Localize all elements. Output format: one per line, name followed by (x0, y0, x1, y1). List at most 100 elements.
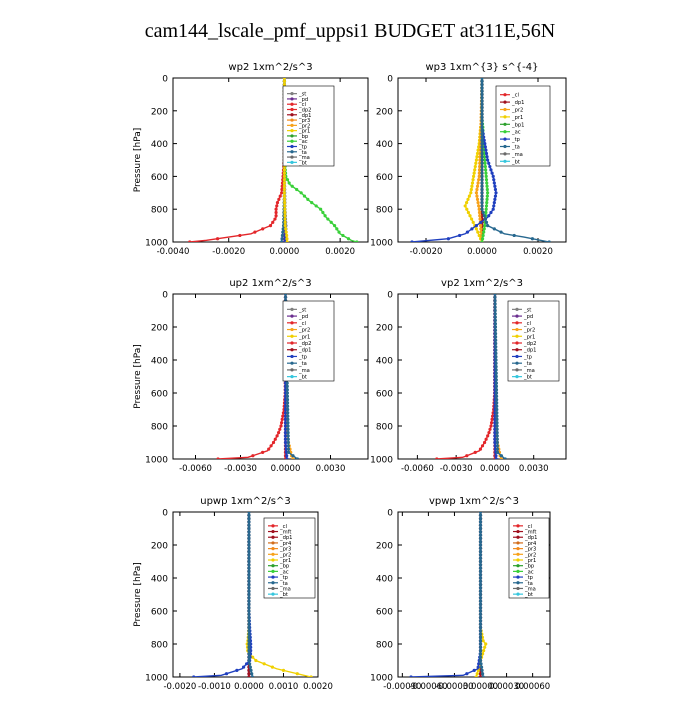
legend-label: _pr2 (511, 108, 523, 114)
series-marker-ta (478, 599, 483, 603)
series-marker-ta (478, 612, 483, 616)
series-marker-ta (480, 197, 484, 201)
series-marker-ta (480, 155, 484, 159)
series-marker-ac (483, 161, 487, 165)
series-marker-pr1 (282, 171, 287, 175)
y-tick-label: 600 (151, 608, 168, 618)
series-marker-ta (286, 444, 290, 448)
series-marker-ta (480, 148, 484, 152)
legend-label: _bt (524, 592, 533, 598)
legend-marker (516, 535, 520, 539)
series-marker-tp (493, 194, 498, 198)
legend-label: _cl (523, 321, 531, 327)
series-marker-tp (493, 427, 497, 431)
series-marker-ta (495, 411, 499, 415)
series-marker-ta (281, 230, 285, 234)
series-marker-ta (247, 645, 251, 649)
legend-label: _pd (298, 314, 308, 320)
series-marker-ta (286, 407, 290, 412)
series-marker-pr1 (472, 174, 476, 178)
series-marker-ta (480, 191, 484, 195)
x-tick-label: 0.0000 (467, 247, 497, 257)
series-marker-ac (302, 194, 307, 198)
series-marker-ta (478, 602, 483, 607)
legend-marker (503, 93, 507, 97)
x-tick-label: -0.0020 (410, 247, 443, 257)
series-marker-cl (215, 237, 220, 241)
series-marker-pr1 (281, 668, 286, 673)
series-marker-ta (480, 92, 484, 96)
series-marker-ac (332, 224, 337, 228)
series-marker-ta (247, 546, 251, 550)
series-marker-pr1 (285, 240, 289, 242)
series-marker-pr1 (283, 220, 287, 224)
series-marker-ta (480, 207, 484, 211)
series-marker-ta (480, 122, 484, 126)
y-tick-label: 800 (151, 206, 168, 216)
series-marker-ta (283, 295, 288, 299)
legend-marker (290, 107, 294, 112)
series-marker-pr1 (282, 78, 287, 80)
series-marker-ta (247, 569, 251, 574)
series-marker-pr1 (463, 204, 467, 208)
series-marker-ta (479, 665, 484, 669)
series-marker-tp (489, 210, 493, 215)
series-marker-pr1 (284, 230, 288, 234)
series-marker-ta (248, 665, 252, 669)
series-marker-ta (480, 161, 484, 165)
series-marker-tp (283, 424, 288, 428)
legend-label: _tp (523, 354, 533, 360)
series-marker-ta (286, 450, 291, 454)
series-marker-ta (503, 457, 507, 459)
series-marker-ac (341, 233, 345, 238)
y-tick-label: 400 (151, 357, 168, 367)
series-marker-ta (480, 78, 484, 80)
series-marker-ta (247, 652, 251, 656)
series-marker-tp (410, 240, 414, 242)
series-marker-tp (489, 168, 493, 172)
series-marker-ta (247, 563, 251, 567)
legend-label: _bt (523, 375, 532, 381)
series-marker-ac (299, 191, 303, 195)
series-marker-ta (247, 606, 251, 610)
series-marker-ta (247, 635, 251, 640)
series-marker-ac (484, 178, 489, 182)
series-marker-ta (478, 569, 483, 574)
chart-panel: vpwp 1xm^2/s^302004006008001000-0.00090-… (370, 496, 551, 692)
series-marker-ta (495, 404, 499, 408)
series-marker-tp (493, 437, 497, 441)
series-marker-ac (329, 220, 333, 224)
series-marker-cl (275, 201, 280, 205)
series-marker-ta (480, 142, 484, 146)
series-marker-cl (277, 197, 281, 201)
series-marker-tp (241, 665, 246, 669)
series-marker-tp (493, 440, 497, 445)
series-marker-ta (249, 668, 253, 673)
series-marker-tp (491, 207, 495, 211)
series-marker-tp (284, 444, 288, 448)
legend-label: _bp (524, 564, 535, 570)
series-marker-ta (495, 444, 499, 448)
series-marker-cl (274, 210, 278, 215)
legend-marker (290, 97, 294, 101)
legend-marker (516, 541, 520, 545)
series-marker-ta (480, 194, 484, 198)
legend-marker (290, 314, 294, 318)
series-marker-pr1 (282, 178, 287, 182)
series-marker-ta (478, 543, 483, 547)
series-marker-ta (493, 322, 498, 326)
legend-marker (290, 139, 294, 143)
legend-marker (290, 341, 294, 345)
series-marker-ta (286, 404, 290, 408)
series-marker-ta (247, 609, 251, 613)
y-tick-label: 200 (376, 107, 393, 117)
series-marker-pr1 (471, 220, 475, 224)
series-marker-pr1 (466, 197, 470, 201)
series-marker-pr1 (473, 164, 477, 169)
series-marker-ta (547, 240, 551, 242)
legend-marker (516, 524, 520, 528)
y-tick-label: 600 (376, 608, 393, 618)
series-marker-tp (224, 672, 229, 676)
series-marker-pr1 (285, 233, 289, 238)
series-marker-ta (480, 151, 484, 156)
